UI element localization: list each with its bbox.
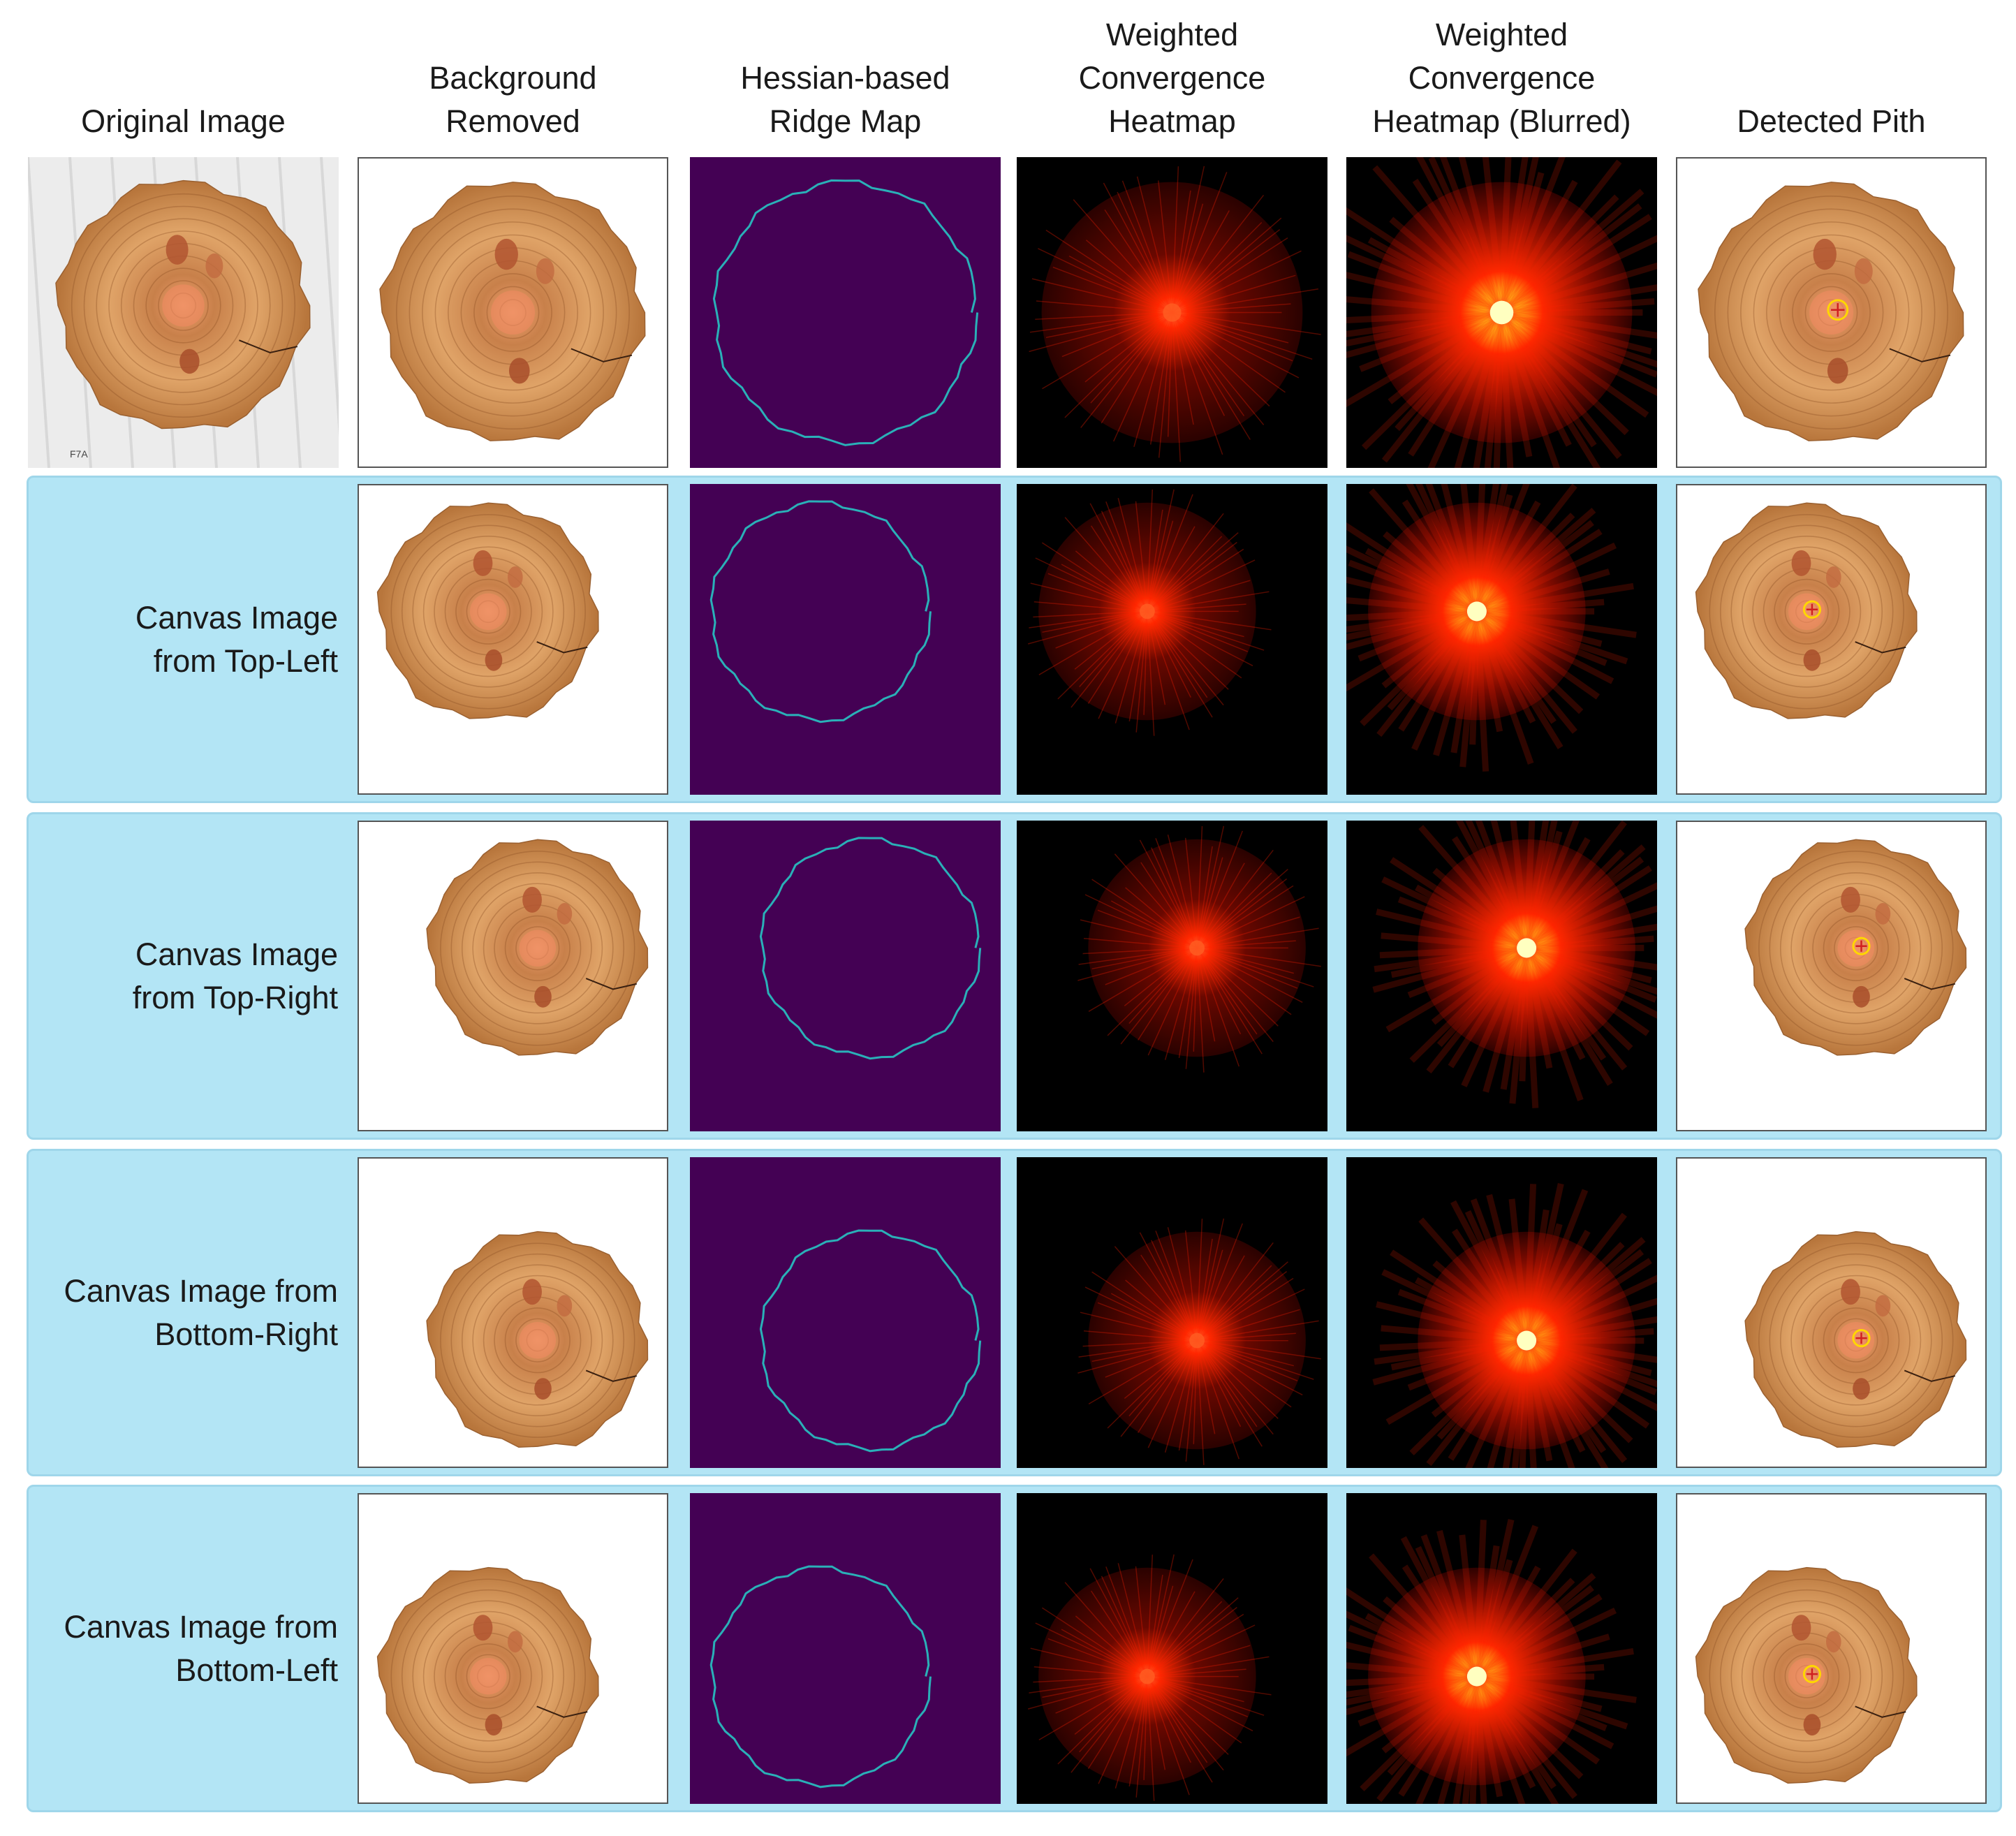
row-label-top-right: Canvas Image from Top-Right [132,936,338,1015]
panel-top-right-blurred [1346,821,1657,1131]
panel-bottom-left-background [358,1493,668,1804]
pith-marker [1852,1329,1871,1348]
panel-top-left-pith [1676,484,1987,795]
panel-top-left-background [358,484,668,795]
ridge-contour [712,179,979,446]
panel-bottom-right-blurred [1346,1157,1657,1468]
sample-tag: F7A [70,448,88,460]
panel-top-right-pith [1676,821,1987,1131]
ridge-contour [759,837,982,1060]
pith-marker [1802,600,1822,619]
panel-original-blurred [1346,157,1657,468]
ridge-contour [709,500,932,724]
panel-top-left-blurred [1346,484,1657,795]
row-band-bottom-left [27,1485,2002,1812]
panel-original-background [358,157,668,468]
row-band-bottom-right [27,1149,2002,1476]
column-header-background: Background Removed [429,60,597,139]
panel-original-heatmap [1017,157,1327,468]
row-label-bottom-left: Canvas Image from Bottom-Left [64,1608,338,1688]
column-header-blurred: Weighted Convergence Heatmap (Blurred) [1372,17,1631,139]
pith-marker [1827,299,1849,321]
column-header-original: Original Image [81,103,286,139]
pith-marker [1852,937,1871,955]
panel-original-ridge [690,157,1001,468]
panel-bottom-right-background [358,1157,668,1468]
panel-bottom-left-blurred [1346,1493,1657,1804]
column-header-heatmap: Weighted Convergence Heatmap [1078,17,1266,139]
panel-top-left-ridge [690,484,1001,795]
panel-top-left-heatmap [1017,484,1327,795]
row-label-top-left: Canvas Image from Top-Left [135,599,338,679]
panel-bottom-right-pith [1676,1157,1987,1468]
panel-bottom-right-heatmap [1017,1157,1327,1468]
panel-original-original: F7A [28,157,339,468]
panel-original-pith [1676,157,1987,468]
panel-top-right-background [358,821,668,1131]
row-band-top-left [27,476,2002,803]
pith-marker [1802,1665,1822,1684]
panel-top-right-ridge [690,821,1001,1131]
panel-bottom-left-ridge [690,1493,1001,1804]
ridge-contour [709,1565,932,1789]
column-header-pith: Detected Pith [1737,103,1926,139]
panel-bottom-left-pith [1676,1493,1987,1804]
panel-bottom-left-heatmap [1017,1493,1327,1804]
row-band-top-right [27,812,2002,1140]
panel-top-right-heatmap [1017,821,1327,1131]
column-header-ridge: Hessian-based Ridge Map [740,60,950,139]
ridge-contour [759,1229,982,1453]
row-label-bottom-right: Canvas Image from Bottom-Right [64,1272,338,1352]
panel-bottom-right-ridge [690,1157,1001,1468]
